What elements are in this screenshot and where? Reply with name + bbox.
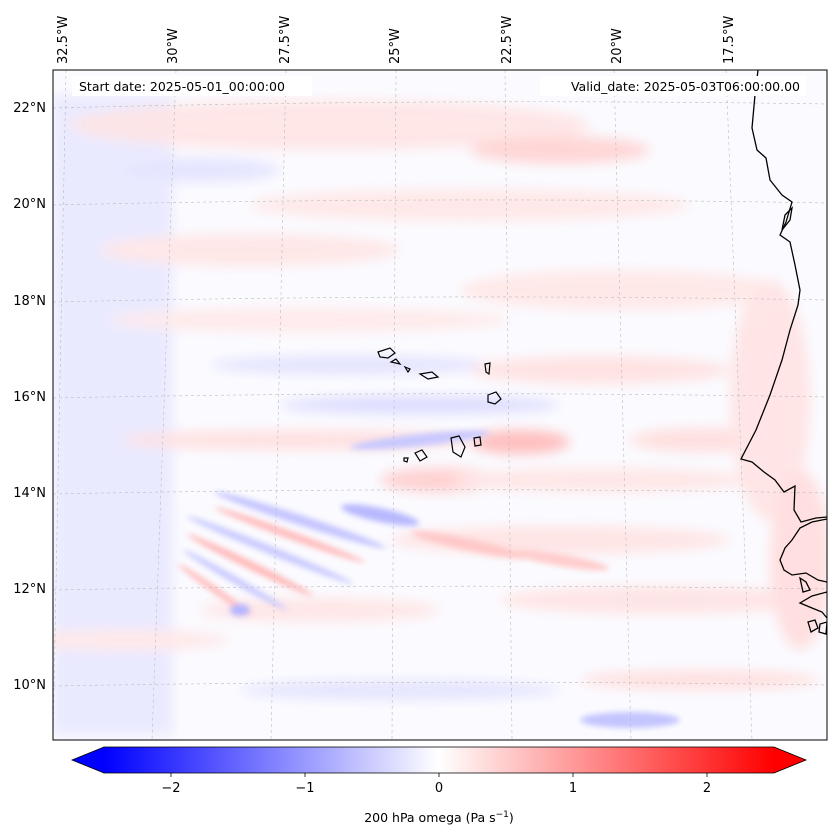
lon-label: 30°W [166,28,181,64]
coastline [740,70,827,635]
latitude-labels: 22°N 20°N 18°N 16°N 14°N 12°N 10°N [13,101,46,693]
colorbar-tick-label: 1 [569,781,577,796]
colorbar-max-extend [774,747,806,773]
lon-label: 32.5°W [56,16,71,64]
lon-label: 27.5°W [278,16,293,64]
omega-field [53,70,827,740]
valid-date-label: Valid_date: 2025-05-03T06:00:00.00 [571,79,800,94]
lat-label: 20°N [13,197,46,212]
start-date-box [72,76,312,96]
colorbar-outline [70,746,808,774]
map-frame [52,69,828,741]
colorbar-tick-label: 2 [703,781,711,796]
lon-label: 22.5°W [500,16,515,64]
lon-label: 17.5°W [722,16,737,64]
colorbar: −2 −1 0 1 2 200 hPa omega (Pa s−1) [70,746,808,825]
colorbar-title: 200 hPa omega (Pa s−1) [364,810,514,825]
lat-label: 12°N [13,582,46,597]
colorbar-gradient [104,747,774,773]
lat-label: 16°N [13,390,46,405]
colorbar-tick-label: −2 [161,781,180,796]
map-panel: Start date: 2025-05-01_00:00:00 Valid_da… [52,69,828,741]
lat-label: 14°N [13,486,46,501]
valid-date-box [540,76,806,96]
lat-label: 18°N [13,294,46,309]
longitude-labels: 32.5°W 30°W 27.5°W 25°W 22.5°W 20°W 17.5… [56,16,737,64]
lon-label: 25°W [388,28,403,64]
colorbar-min-extend [72,747,104,773]
colorbar-ticks [170,773,708,777]
colorbar-tick-label: 0 [435,781,443,796]
start-date-label: Start date: 2025-05-01_00:00:00 [79,79,285,94]
lon-label: 20°W [610,28,625,64]
cape-verde-islands [377,347,502,463]
lat-label: 22°N [13,101,46,116]
lat-label: 10°N [13,678,46,693]
colorbar-tick-label: −1 [295,781,314,796]
graticule [53,70,827,740]
